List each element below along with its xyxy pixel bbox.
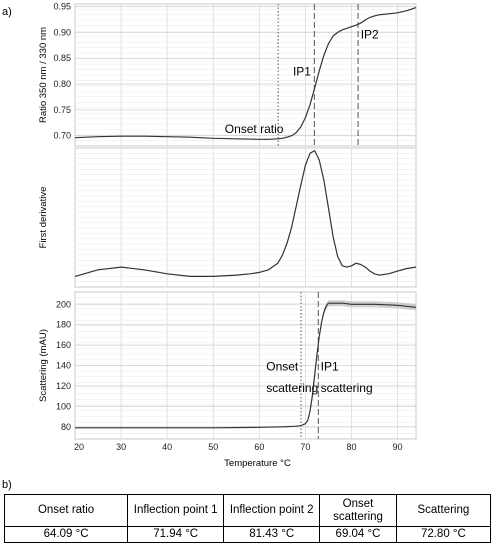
value-onset-ratio: 64.09 °C: [3, 526, 129, 543]
x-tick-label: 50: [208, 442, 218, 452]
header-scattering: Scattering: [395, 494, 491, 527]
y-tick-label: 140: [56, 361, 71, 371]
y-tick-label: 80: [61, 422, 71, 432]
y-tick-label: 0.75: [53, 105, 71, 115]
annotation-label: IP2: [361, 28, 379, 42]
y-tick-label: 0.80: [53, 79, 71, 89]
chart-panel-1: 0.70 0.75 0.80 0.85 0.90 0.95 Ratio 350 nm / 3…: [38, 2, 417, 147]
table-header-row: Onset ratio Inflection point 1 Inflectio…: [3, 494, 491, 527]
table-row: 64.09 °C 71.94 °C 81.43 °C 69.04 °C 72.8…: [3, 526, 491, 543]
annotation-label: IP1: [293, 64, 311, 78]
annotation-label: scattering: [321, 381, 373, 395]
x-tick-label: 80: [346, 442, 356, 452]
value-onset-scattering: 69.04 °C: [319, 526, 397, 543]
annotation-label: scattering: [266, 381, 318, 395]
series-line-1: [75, 302, 417, 429]
x-tick-label: 70: [300, 442, 310, 452]
header-inflection-point-2: Inflection point 2: [223, 494, 321, 527]
header-onset-scattering: Onset scattering: [319, 494, 397, 527]
chart-panel-2: First derivative: [38, 147, 417, 288]
value-inflection-point-1: 71.94 °C: [127, 526, 225, 543]
y-tick-label: 0.90: [53, 27, 71, 37]
series-line-1: [74, 150, 417, 277]
y-tick-label: 0.85: [53, 53, 71, 63]
panel-a-label: a): [2, 6, 12, 18]
y-tick-label: 160: [56, 340, 71, 350]
y-axis-label: Scattering (mAU): [38, 329, 49, 402]
y-tick-label: 120: [56, 381, 71, 391]
y-tick-label: 180: [56, 320, 71, 330]
x-axis-label: Temperature °C: [224, 458, 291, 469]
x-tick-label: 90: [393, 442, 403, 452]
y-tick-label: 200: [56, 299, 71, 309]
x-tick-label: 40: [162, 442, 172, 452]
y-tick-label: 100: [56, 401, 71, 411]
x-tick-label: 30: [116, 442, 126, 452]
value-inflection-point-2: 81.43 °C: [223, 526, 321, 543]
annotation-label: Onset ratio: [225, 122, 284, 136]
annotation-label: IP1: [321, 360, 339, 374]
y-axis-label: Ratio 350 nm / 330 nm: [38, 27, 49, 123]
header-onset-ratio: Onset ratio: [3, 494, 129, 527]
figure-panel-a: a) 0.70 0.75 0.80 0.85 0.90 0.95 Ratio 350 nm …: [2, 2, 417, 469]
chart-layer: 0.70 0.75 0.80 0.85 0.90 0.95 Ratio 350 nm / 3…: [38, 2, 417, 469]
y-tick-label: 0.70: [53, 131, 71, 141]
y-axis-label: First derivative: [38, 187, 49, 249]
chart-panel-3: 80 100 120 140 160 180 200 20 30 40 50 60 70 80 90 Scat…: [38, 291, 417, 469]
x-tick-label: 20: [74, 442, 84, 452]
results-table: Onset ratio Inflection point 1 Inflectio…: [3, 494, 491, 543]
value-scattering: 72.80 °C: [395, 526, 491, 543]
header-inflection-point-1: Inflection point 1: [127, 494, 225, 527]
y-tick-label: 0.95: [53, 2, 71, 12]
panel-b-label-svg: b): [2, 479, 12, 491]
panel-b-label: b): [2, 479, 12, 491]
annotation-label: Onset: [266, 360, 299, 374]
series-line-1: [74, 7, 417, 140]
x-tick-label: 60: [254, 442, 264, 452]
